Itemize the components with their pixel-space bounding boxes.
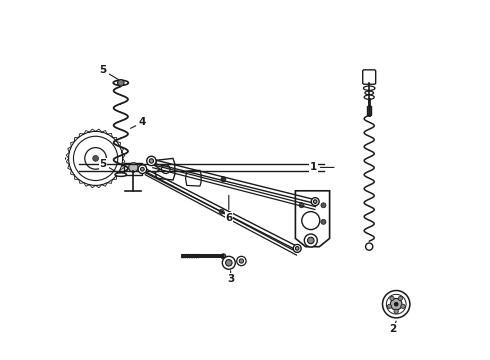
Circle shape: [394, 309, 398, 314]
Ellipse shape: [115, 173, 126, 176]
Circle shape: [366, 243, 373, 250]
Circle shape: [295, 247, 299, 250]
Circle shape: [398, 296, 403, 301]
Circle shape: [390, 296, 394, 301]
Circle shape: [391, 298, 402, 310]
Circle shape: [129, 163, 138, 172]
Circle shape: [138, 165, 147, 174]
Ellipse shape: [365, 91, 373, 95]
Circle shape: [304, 234, 317, 247]
Circle shape: [383, 291, 410, 318]
Circle shape: [321, 203, 326, 208]
Bar: [367, 106, 371, 115]
Text: 5: 5: [99, 65, 119, 80]
Circle shape: [46, 154, 51, 159]
Bar: [124, 163, 143, 175]
Ellipse shape: [364, 95, 374, 99]
Circle shape: [222, 256, 235, 269]
Circle shape: [311, 198, 319, 206]
Polygon shape: [186, 170, 201, 186]
Circle shape: [43, 150, 54, 162]
Circle shape: [299, 203, 304, 208]
Circle shape: [221, 177, 226, 182]
Circle shape: [219, 209, 224, 214]
Circle shape: [147, 156, 156, 166]
Circle shape: [221, 254, 226, 259]
Circle shape: [293, 244, 301, 252]
Text: 6: 6: [225, 195, 232, 223]
Polygon shape: [155, 158, 175, 180]
Text: 2: 2: [389, 321, 396, 334]
Circle shape: [401, 304, 405, 309]
Text: 5: 5: [99, 159, 119, 173]
Circle shape: [321, 219, 326, 224]
Circle shape: [141, 167, 144, 171]
Circle shape: [118, 80, 124, 86]
Circle shape: [394, 302, 398, 306]
Circle shape: [93, 156, 98, 161]
Circle shape: [314, 200, 317, 203]
Polygon shape: [295, 191, 330, 247]
Ellipse shape: [113, 80, 128, 85]
Circle shape: [239, 259, 244, 263]
Circle shape: [308, 237, 314, 244]
Text: 4: 4: [130, 117, 146, 129]
Circle shape: [225, 260, 232, 266]
Circle shape: [149, 159, 153, 163]
FancyBboxPatch shape: [363, 70, 376, 84]
Ellipse shape: [364, 86, 375, 90]
Text: 3: 3: [227, 271, 234, 284]
Circle shape: [387, 304, 392, 309]
Text: 1: 1: [310, 162, 334, 172]
Circle shape: [237, 256, 246, 266]
